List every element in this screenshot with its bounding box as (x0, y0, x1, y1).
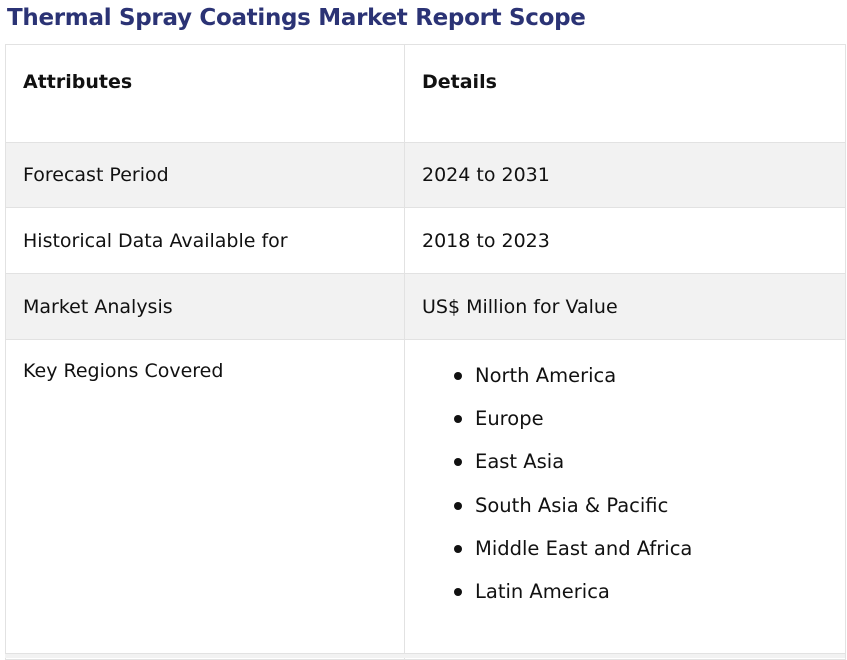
region-label: North America (475, 364, 617, 387)
region-label: South Asia & Pacific (475, 493, 669, 517)
bullet-icon (454, 587, 462, 596)
table-row: Market Analysis US$ Million for Value (5, 273, 846, 340)
list-item: East Asia (454, 448, 845, 491)
region-label: Europe (475, 407, 544, 431)
attribute-cell: Key Regions Covered (5, 339, 405, 660)
bullet-icon (454, 458, 462, 467)
regions-cell: North America Europe East Asia South Asi… (404, 339, 846, 660)
list-item: North America (454, 362, 845, 405)
list-item: Middle East and Africa (454, 535, 845, 578)
bullet-icon (454, 372, 462, 380)
attribute-cell: Forecast Period (5, 142, 405, 208)
detail-cell: 2018 to 2023 (404, 207, 846, 274)
table-row: Historical Data Available for 2018 to 20… (5, 207, 846, 274)
table-header-row: Attributes Details (5, 44, 846, 143)
bullet-icon (454, 415, 462, 424)
region-label: Middle East and Africa (475, 536, 693, 560)
bullet-icon (454, 501, 462, 510)
region-label: East Asia (475, 450, 565, 474)
column-header-attributes: Attributes (5, 44, 405, 143)
bullet-icon (454, 544, 462, 553)
column-header-details: Details (404, 44, 846, 143)
region-label: Latin America (475, 579, 610, 603)
table-row: Forecast Period 2024 to 2031 (5, 142, 846, 208)
next-row-edge (5, 653, 845, 658)
attribute-cell: Historical Data Available for (5, 207, 405, 274)
regions-list: North America Europe East Asia South Asi… (422, 362, 845, 621)
report-scope-table: Attributes Details Forecast Period 2024 … (5, 44, 846, 660)
list-item: Europe (454, 405, 845, 448)
page-title: Thermal Spray Coatings Market Report Sco… (7, 5, 586, 31)
detail-cell: US$ Million for Value (404, 273, 846, 340)
detail-cell: 2024 to 2031 (404, 142, 846, 208)
list-item: South Asia & Pacific (454, 492, 845, 535)
list-item: Latin America (454, 578, 845, 621)
table-row-regions: Key Regions Covered North America Europe… (5, 339, 846, 660)
attribute-cell: Market Analysis (5, 273, 405, 340)
